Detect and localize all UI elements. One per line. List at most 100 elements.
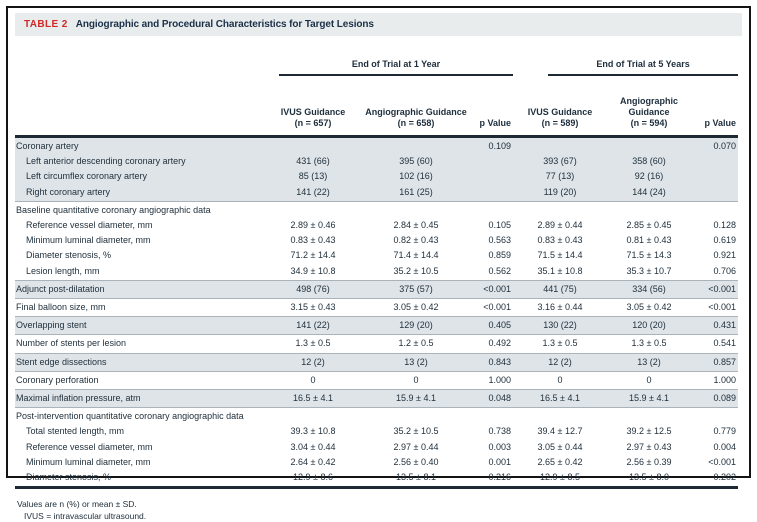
column-header: IVUS Guidance (n = 657)	[280, 107, 346, 128]
value-cell: 2.64 ± 0.42	[290, 456, 336, 467]
p-value-cell: <0.001	[708, 283, 737, 294]
table-row: Adjunct post-dilatation 498 (76) 375 (57) <…	[15, 280, 738, 298]
table-section: Coronary perforation 0 0 1.000 0 0 1.000	[15, 371, 739, 389]
p-value-cell: <0.001	[708, 302, 737, 313]
empty-header-cell	[15, 87, 265, 137]
table-row: Total stented length, mm 39.3 ± 10.8 35.2 …	[15, 424, 738, 439]
p-value-cell	[471, 408, 513, 425]
row-label: Lesion length, mm	[26, 265, 100, 276]
table-row: Number of stents per lesion 1.3 ± 0.5 1.2 …	[15, 335, 738, 353]
value-cell: 12.9 ± 8.5	[540, 472, 580, 483]
value-cell: 393 (67)	[543, 156, 577, 167]
value-cell: 3.15 ± 0.43	[290, 302, 336, 313]
table-section: Final balloon size, mm 3.15 ± 0.43 3.05 ± …	[15, 298, 739, 317]
p-value-cell: 0.541	[713, 338, 737, 349]
value-cell: 130 (22)	[543, 320, 577, 331]
row-label: Minimum luminal diameter, mm	[26, 235, 151, 246]
p-value-cell: 0.738	[488, 426, 511, 437]
value-cell	[513, 137, 607, 155]
p-value-cell: 0.048	[488, 393, 511, 404]
column-header: Angiographic Guidance (n = 594)	[620, 96, 678, 128]
row-label: Stent edge dissections	[16, 356, 107, 367]
column-header: Angiographic Guidance (n = 658)	[365, 107, 467, 128]
value-cell	[607, 137, 691, 155]
data-table: End of Trial at 1 Year End of Trial at 5…	[15, 38, 739, 490]
value-cell: 85 (13)	[298, 171, 328, 182]
table-row: Left circumflex coronary artery 85 (13) 10…	[15, 169, 738, 184]
row-label: Coronary perforation	[16, 374, 99, 385]
p-value-cell: 0.105	[488, 220, 511, 231]
table-row: Maximal inflation pressure, atm 16.5 ± 4.…	[15, 390, 738, 408]
row-label: Right coronary artery	[26, 186, 111, 197]
value-cell: 141 (22)	[296, 186, 330, 197]
table-row: Reference vessel diameter, mm 3.04 ± 0.44…	[15, 440, 738, 455]
p-value-cell: 1.000	[713, 374, 737, 385]
p-value-cell: 0.128	[713, 220, 737, 231]
value-cell: 71.5 ± 14.4	[537, 250, 583, 261]
value-cell: 39.2 ± 12.5	[626, 426, 672, 437]
column-header-row: IVUS Guidance (n = 657) Angiographic Guid…	[15, 87, 738, 137]
row-label: Diameter stenosis, %	[26, 472, 112, 483]
p-value-cell: 0.563	[488, 235, 511, 246]
value-cell: 334 (56)	[632, 283, 666, 294]
value-cell: 0.82 ± 0.43	[393, 235, 439, 246]
value-cell: 71.4 ± 14.4	[393, 250, 439, 261]
row-label: Adjunct post-dilatation	[16, 283, 105, 294]
value-cell: 358 (60)	[632, 156, 666, 167]
table-row: Final balloon size, mm 3.15 ± 0.43 3.05 ± …	[15, 299, 738, 317]
value-cell	[607, 201, 691, 218]
value-cell: 13 (2)	[404, 356, 428, 367]
value-cell: 92 (16)	[634, 171, 664, 182]
value-cell: 35.2 ± 10.5	[393, 265, 439, 276]
value-cell: 15.9 ± 4.1	[396, 393, 436, 404]
table-section: Maximal inflation pressure, atm 16.5 ± 4.…	[15, 389, 739, 408]
table-section: Baseline quantitative coronary angiograp…	[15, 201, 739, 280]
value-cell	[607, 408, 691, 425]
p-value-cell: 0.706	[713, 265, 737, 276]
table-footnotes: Values are n (%) or mean ± SD. IVUS = in…	[15, 498, 742, 522]
value-cell	[513, 408, 607, 425]
value-cell: 119 (20)	[543, 186, 577, 197]
row-label: Left circumflex coronary artery	[26, 171, 148, 182]
value-cell: 2.84 ± 0.45	[393, 220, 439, 231]
value-cell: 1.3 ± 0.5	[631, 338, 667, 349]
value-cell: 1.3 ± 0.5	[295, 338, 331, 349]
p-value-cell: 0.405	[488, 320, 511, 331]
value-cell: 141 (22)	[296, 320, 330, 331]
value-cell: 16.5 ± 4.1	[540, 393, 580, 404]
value-cell	[513, 201, 607, 218]
value-cell: 0.81 ± 0.43	[626, 235, 672, 246]
table-number: TABLE 2	[24, 19, 68, 30]
p-value-cell: 0.004	[713, 441, 737, 452]
table-row: Diameter stenosis, % 71.2 ± 14.4 71.4 ± 14…	[15, 248, 738, 263]
table-section: Stent edge dissections 12 (2) 13 (2) 0.843 1…	[15, 353, 739, 372]
table-section: Adjunct post-dilatation 498 (76) 375 (57) <…	[15, 280, 739, 299]
table-row: Coronary perforation 0 0 1.000 0 0 1.000	[15, 371, 738, 389]
value-cell: 2.89 ± 0.46	[290, 220, 336, 231]
row-label: Maximal inflation pressure, atm	[16, 393, 141, 404]
value-cell: 0.83 ± 0.43	[290, 235, 336, 246]
p-value-cell	[471, 154, 513, 169]
value-cell: 375 (57)	[399, 283, 433, 294]
value-cell: 2.56 ± 0.39	[626, 456, 672, 467]
column-group-1year: End of Trial at 1 Year	[279, 59, 513, 76]
value-cell: 12.9 ± 8.6	[293, 472, 333, 483]
value-cell	[265, 408, 361, 425]
p-value-cell: 0.089	[713, 393, 737, 404]
column-group-row: End of Trial at 1 Year End of Trial at 5…	[15, 38, 739, 87]
column-header: p Value	[479, 118, 511, 128]
column-group-5years: End of Trial at 5 Years	[548, 59, 739, 76]
p-value-cell	[471, 169, 513, 184]
p-value-cell: 0.779	[713, 426, 737, 437]
row-label: Reference vessel diameter, mm	[26, 441, 153, 452]
row-label: Final balloon size, mm	[16, 302, 106, 313]
value-cell: 431 (66)	[296, 156, 330, 167]
p-value-cell	[691, 408, 738, 425]
table-row: Left anterior descending coronary artery…	[15, 154, 738, 169]
row-label: Minimum luminal diameter, mm	[26, 456, 151, 467]
p-value-cell: <0.001	[483, 302, 511, 313]
footnote-abbreviation: IVUS = intravascular ultrasound.	[24, 511, 147, 522]
table-row: Right coronary artery 141 (22) 161 (25) 119…	[15, 185, 738, 202]
value-cell: 2.85 ± 0.45	[626, 220, 672, 231]
value-cell: 395 (60)	[399, 156, 433, 167]
